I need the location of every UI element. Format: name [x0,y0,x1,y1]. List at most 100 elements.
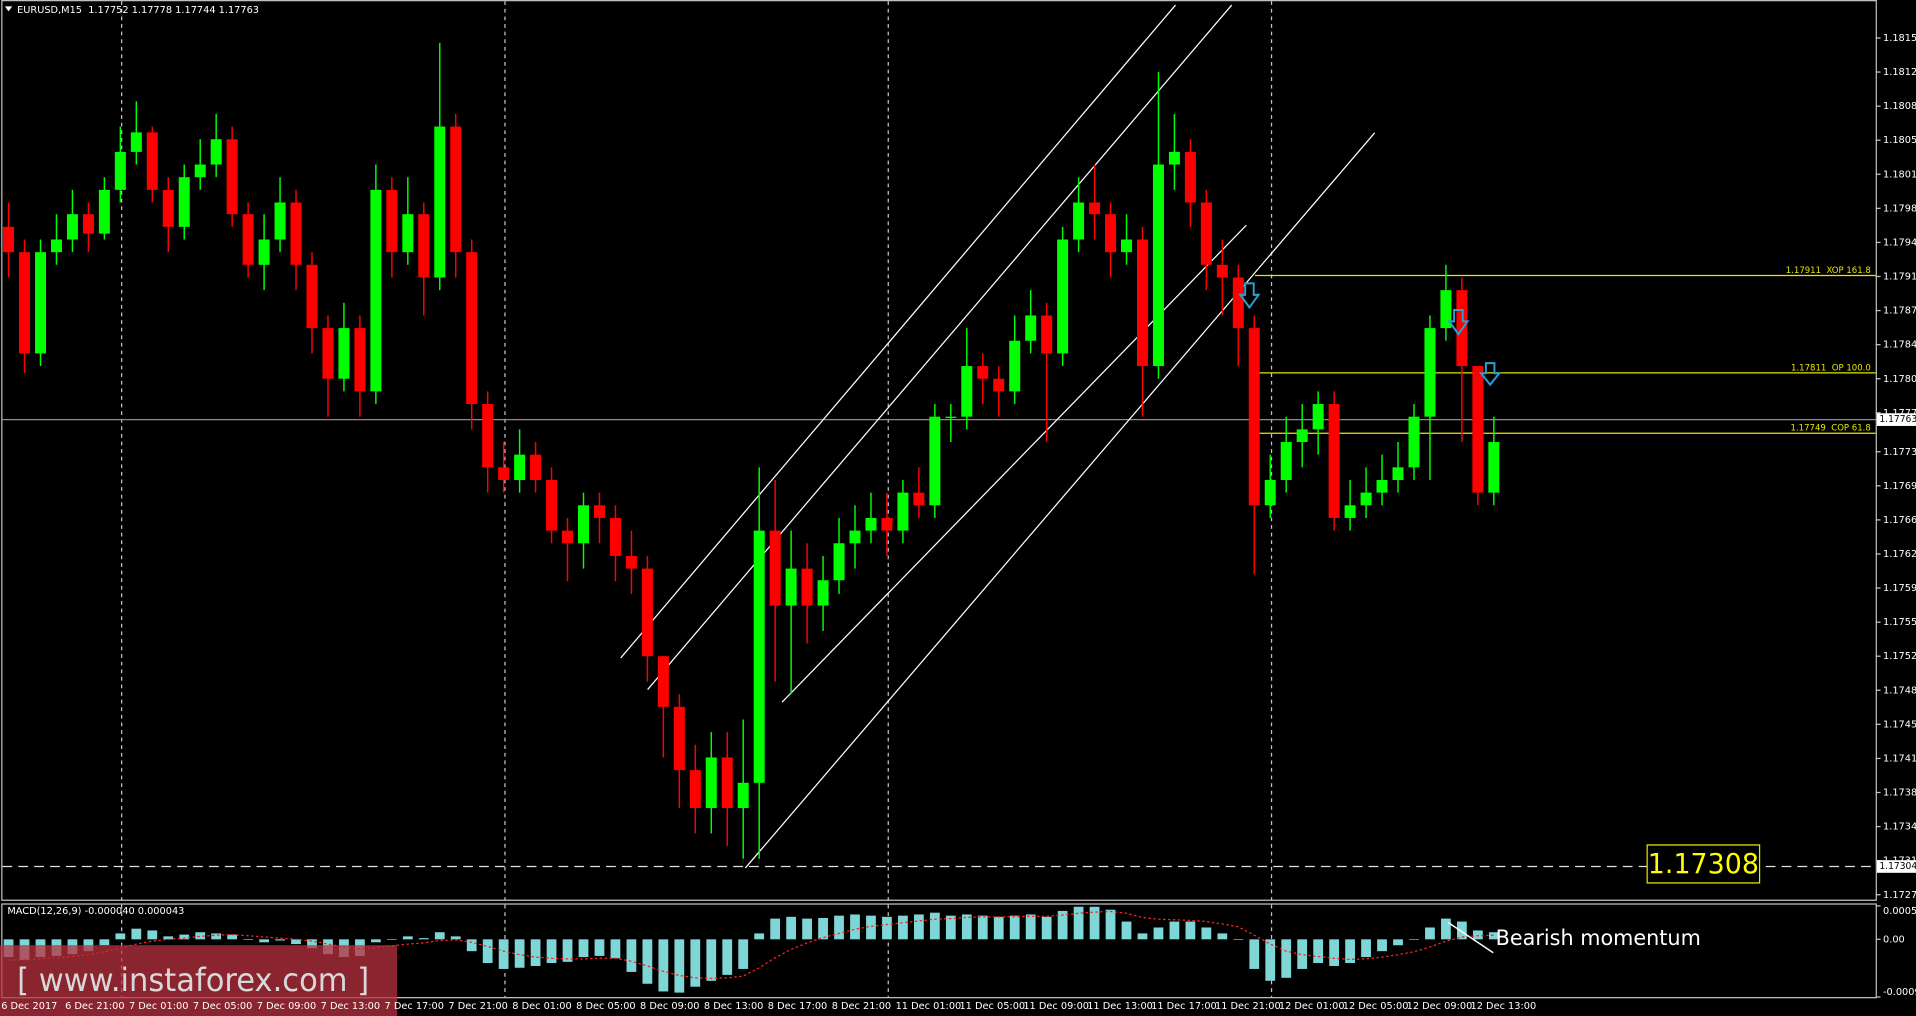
x-tick-label: 12 Dec 01:00 [1279,1001,1345,1012]
candle-body [977,366,989,379]
candle-body [737,782,749,809]
y-tick-label: 1.17345 [1883,821,1916,832]
macd-bar [307,939,317,949]
macd-bar [1185,921,1196,940]
candle-body [1472,366,1484,493]
candle-body [402,214,414,253]
candle-body [993,378,1005,392]
macd-bar [913,914,924,940]
candle-body [785,568,797,606]
candle-body [1312,404,1324,430]
macd-bar [99,939,110,946]
macd-bar [674,939,685,993]
candle-body [1009,340,1021,392]
y-tick-label: 1.17695 [1883,481,1916,492]
fib-label: 1.17911 XOP 161.8 [1786,266,1871,276]
candle-body [386,189,398,253]
y-tick-label: 1.17555 [1883,617,1916,628]
macd-bar [370,939,381,943]
macd-bar [945,915,956,940]
macd-bar [961,914,972,940]
macd-bar [402,936,413,940]
fib-label: 1.17811 OP 100.0 [1791,363,1871,373]
candle-body [881,517,893,531]
last-price-label: 1.17763 [1879,414,1916,425]
macd-bar [898,915,908,940]
level-annotation: 1.17308 [1648,848,1759,880]
candle-body [19,252,31,354]
level-tag [1876,860,1916,873]
candle-body [1216,264,1228,278]
channel-line [744,132,1376,869]
candle-body [306,264,318,329]
candle-body [130,132,142,152]
y-tick-label: 1.17730 [1883,447,1916,458]
macd-bar [243,939,254,940]
candle-body [1280,442,1292,480]
down-arrow [1447,308,1470,336]
y-tick-label: 1.17945 [1883,237,1916,248]
candle-body [274,202,286,240]
candle-body [1168,151,1180,165]
x-tick-label: 8 Dec 13:00 [704,1001,763,1012]
x-tick-label: 8 Dec 01:00 [512,1001,571,1012]
macd-bar [131,928,142,940]
candle-body [1248,328,1260,506]
candle-body [849,530,861,544]
macd-bar [179,934,190,940]
candle-body [1344,505,1356,518]
macd-bar [1297,939,1308,969]
candle-body [753,530,765,783]
candle-body [865,517,877,531]
macd-bar [1201,927,1212,940]
macd-bar [1073,906,1084,940]
y-tick-label: 1.17485 [1883,685,1916,696]
macd-bar [1153,927,1164,940]
y-tick-label: 1.17840 [1883,340,1916,351]
y-tick-label: 1.17980 [1883,203,1916,214]
x-tick-label: 12 Dec 05:00 [1343,1001,1409,1012]
candle-body [769,530,781,606]
candle-body [1089,202,1101,215]
macd-bar [1472,930,1483,940]
symbol-header: EURUSD,M15 1.17752 1.17778 1.17744 1.177… [17,5,259,16]
candle-body [657,656,669,707]
candle-body [498,467,510,480]
candle-body [242,214,254,265]
x-tick-label: 12 Dec 13:00 [1471,1001,1537,1012]
macd-bar [291,939,301,945]
x-tick-label: 8 Dec 17:00 [768,1001,827,1012]
macd-bar [786,916,797,940]
macd-bar [275,939,285,941]
candle-body [530,454,542,480]
macd-bar [546,939,557,964]
y-tick-label: 1.17380 [1883,787,1916,798]
macd-bar [1345,939,1355,964]
candle-body [1296,429,1308,443]
candle-body [801,568,813,606]
y-tick-label: 1.18015 [1883,169,1916,180]
momentum-annotation: Bearish momentum [1496,925,1701,950]
candle-body [34,252,46,354]
channel-line [620,4,1176,659]
fib-label: 1.17749 COP 61.8 [1791,424,1871,434]
macd-bar [834,915,844,940]
x-tick-label: 7 Dec 01:00 [129,1001,188,1012]
candle-body [434,126,446,278]
candle-body [689,770,701,809]
candle-body [1200,202,1212,265]
macd-bar [1329,939,1340,966]
macd-bar [1233,939,1244,940]
candle-body [194,164,206,178]
macd-bar [1089,906,1100,940]
x-tick-label: 11 Dec 13:00 [1087,1001,1153,1012]
candle-body [466,252,478,405]
macd-bar [1105,909,1116,940]
candle-body [1408,416,1420,468]
channel-lines [620,4,1376,869]
candle-body [1184,151,1196,203]
last-price-tag [1876,413,1916,426]
down-arrow [1238,282,1261,310]
macd-bar [259,939,269,943]
